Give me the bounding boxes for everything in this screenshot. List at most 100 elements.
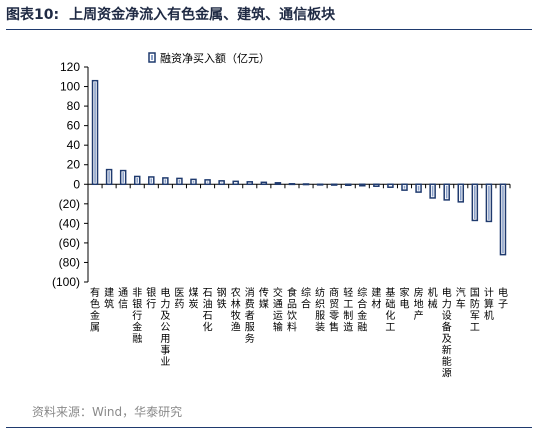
category-char: 力 xyxy=(442,298,452,311)
category-char: 零 xyxy=(329,310,339,322)
category-label: 基础化工基础化工 xyxy=(385,286,395,334)
bar xyxy=(274,182,282,186)
category-label: 电力及公用事业电力及公用事业 xyxy=(160,286,170,368)
bar-inner xyxy=(417,185,420,191)
category-char: 务 xyxy=(245,332,255,345)
category-label: 纺织服装纺织服装 xyxy=(315,286,325,334)
category-char: 电 xyxy=(442,286,452,299)
category-char: 综 xyxy=(301,286,311,299)
category-char: 属 xyxy=(90,322,100,334)
y-tick-label: (80) xyxy=(59,255,80,269)
category-char: 工 xyxy=(470,323,480,334)
y-tick-label: (100) xyxy=(52,275,80,289)
bar xyxy=(246,181,254,186)
bar-inner xyxy=(164,179,167,183)
bar xyxy=(373,183,380,187)
bar xyxy=(359,183,366,187)
category-char: 础 xyxy=(385,299,395,311)
category-char: 装 xyxy=(315,321,325,334)
category-label: 国防军工国防军工 xyxy=(470,287,480,334)
bar-inner xyxy=(206,181,209,183)
chart-legend: 融资净买入额（亿元） xyxy=(148,51,270,65)
category-char: 工 xyxy=(385,323,395,334)
category-char: 计 xyxy=(484,286,494,299)
category-char: 筑 xyxy=(104,298,114,311)
category-char: 事 xyxy=(160,344,170,357)
y-tick-label: 120 xyxy=(60,60,80,74)
bar xyxy=(288,183,296,186)
bar-inner xyxy=(474,185,476,219)
bar-inner xyxy=(178,179,181,183)
category-char: 信 xyxy=(118,299,128,311)
category-char: 牧 xyxy=(231,309,241,322)
category-char: 林 xyxy=(231,298,241,311)
title-rule xyxy=(6,29,532,30)
bar-inner xyxy=(488,185,490,220)
category-char: 化 xyxy=(385,309,395,322)
category-char: 铁 xyxy=(217,298,227,311)
bar-inner xyxy=(108,171,110,183)
chart-bars xyxy=(91,79,507,256)
category-char: 行 xyxy=(132,309,142,322)
category-char: 电 xyxy=(400,298,410,311)
category-char: 织 xyxy=(315,299,325,311)
bar xyxy=(387,183,394,188)
category-char: 产 xyxy=(414,309,424,322)
figure-label: 图表10: xyxy=(6,7,60,23)
category-label: 房地产房地产 xyxy=(414,286,424,322)
bar-inner xyxy=(502,185,504,254)
y-tick-label: (60) xyxy=(59,236,80,250)
y-tick-label: 40 xyxy=(67,138,81,152)
category-char: 食 xyxy=(287,286,297,299)
category-char: 通 xyxy=(118,287,128,299)
category-char: 械 xyxy=(428,298,438,311)
category-label: 有色金属有色金属 xyxy=(90,286,100,334)
bar xyxy=(316,183,324,186)
category-char: 料 xyxy=(287,321,297,334)
bar-inner xyxy=(459,185,462,201)
category-char: 交 xyxy=(273,286,283,299)
category-char: 用 xyxy=(160,334,170,345)
category-char: 银 xyxy=(132,298,142,311)
bar-inner xyxy=(136,177,139,183)
category-label: 传媒传媒 xyxy=(259,287,269,311)
category-char: 轻 xyxy=(343,286,353,299)
category-char: 建 xyxy=(371,286,381,299)
category-char: 农 xyxy=(231,286,241,299)
y-tick-label: 100 xyxy=(60,80,80,94)
source-note: 资料来源：Wind，华泰研究 xyxy=(32,405,183,419)
category-char: 算 xyxy=(484,298,494,311)
category-char: 融 xyxy=(132,333,142,345)
category-char: 车 xyxy=(456,298,466,311)
bar xyxy=(302,183,310,186)
category-char: 煤 xyxy=(189,286,199,299)
category-label: 电力设备及新能源电力设备及新能源 xyxy=(442,286,452,380)
bar-inner xyxy=(445,185,448,199)
category-char: 综 xyxy=(357,286,367,299)
category-char: 造 xyxy=(343,321,353,334)
category-label: 通信通信 xyxy=(118,287,128,311)
category-char: 设 xyxy=(442,310,452,322)
legend-label: 融资净买入额（亿元） xyxy=(160,51,270,65)
category-label: 钢铁钢铁 xyxy=(217,286,227,311)
category-char: 者 xyxy=(245,310,255,322)
category-char: 源 xyxy=(442,367,452,380)
category-char: 钢 xyxy=(217,286,227,299)
category-char: 合 xyxy=(301,298,311,311)
category-char: 机 xyxy=(428,286,438,299)
category-char: 有 xyxy=(90,286,100,299)
category-char: 军 xyxy=(470,310,480,322)
bar-inner xyxy=(403,185,406,189)
category-char: 石 xyxy=(203,311,213,322)
category-char: 公 xyxy=(160,323,170,334)
category-char: 及 xyxy=(442,333,452,345)
y-tick-label: 80 xyxy=(67,99,81,113)
category-char: 媒 xyxy=(259,299,269,311)
bar-inner xyxy=(431,185,434,197)
category-char: 子 xyxy=(498,299,508,311)
category-char: 费 xyxy=(245,298,255,311)
y-tick-label: 0 xyxy=(73,177,80,191)
category-char: 渔 xyxy=(231,322,241,334)
category-char: 服 xyxy=(245,322,255,334)
category-label: 银行银行 xyxy=(146,286,156,311)
